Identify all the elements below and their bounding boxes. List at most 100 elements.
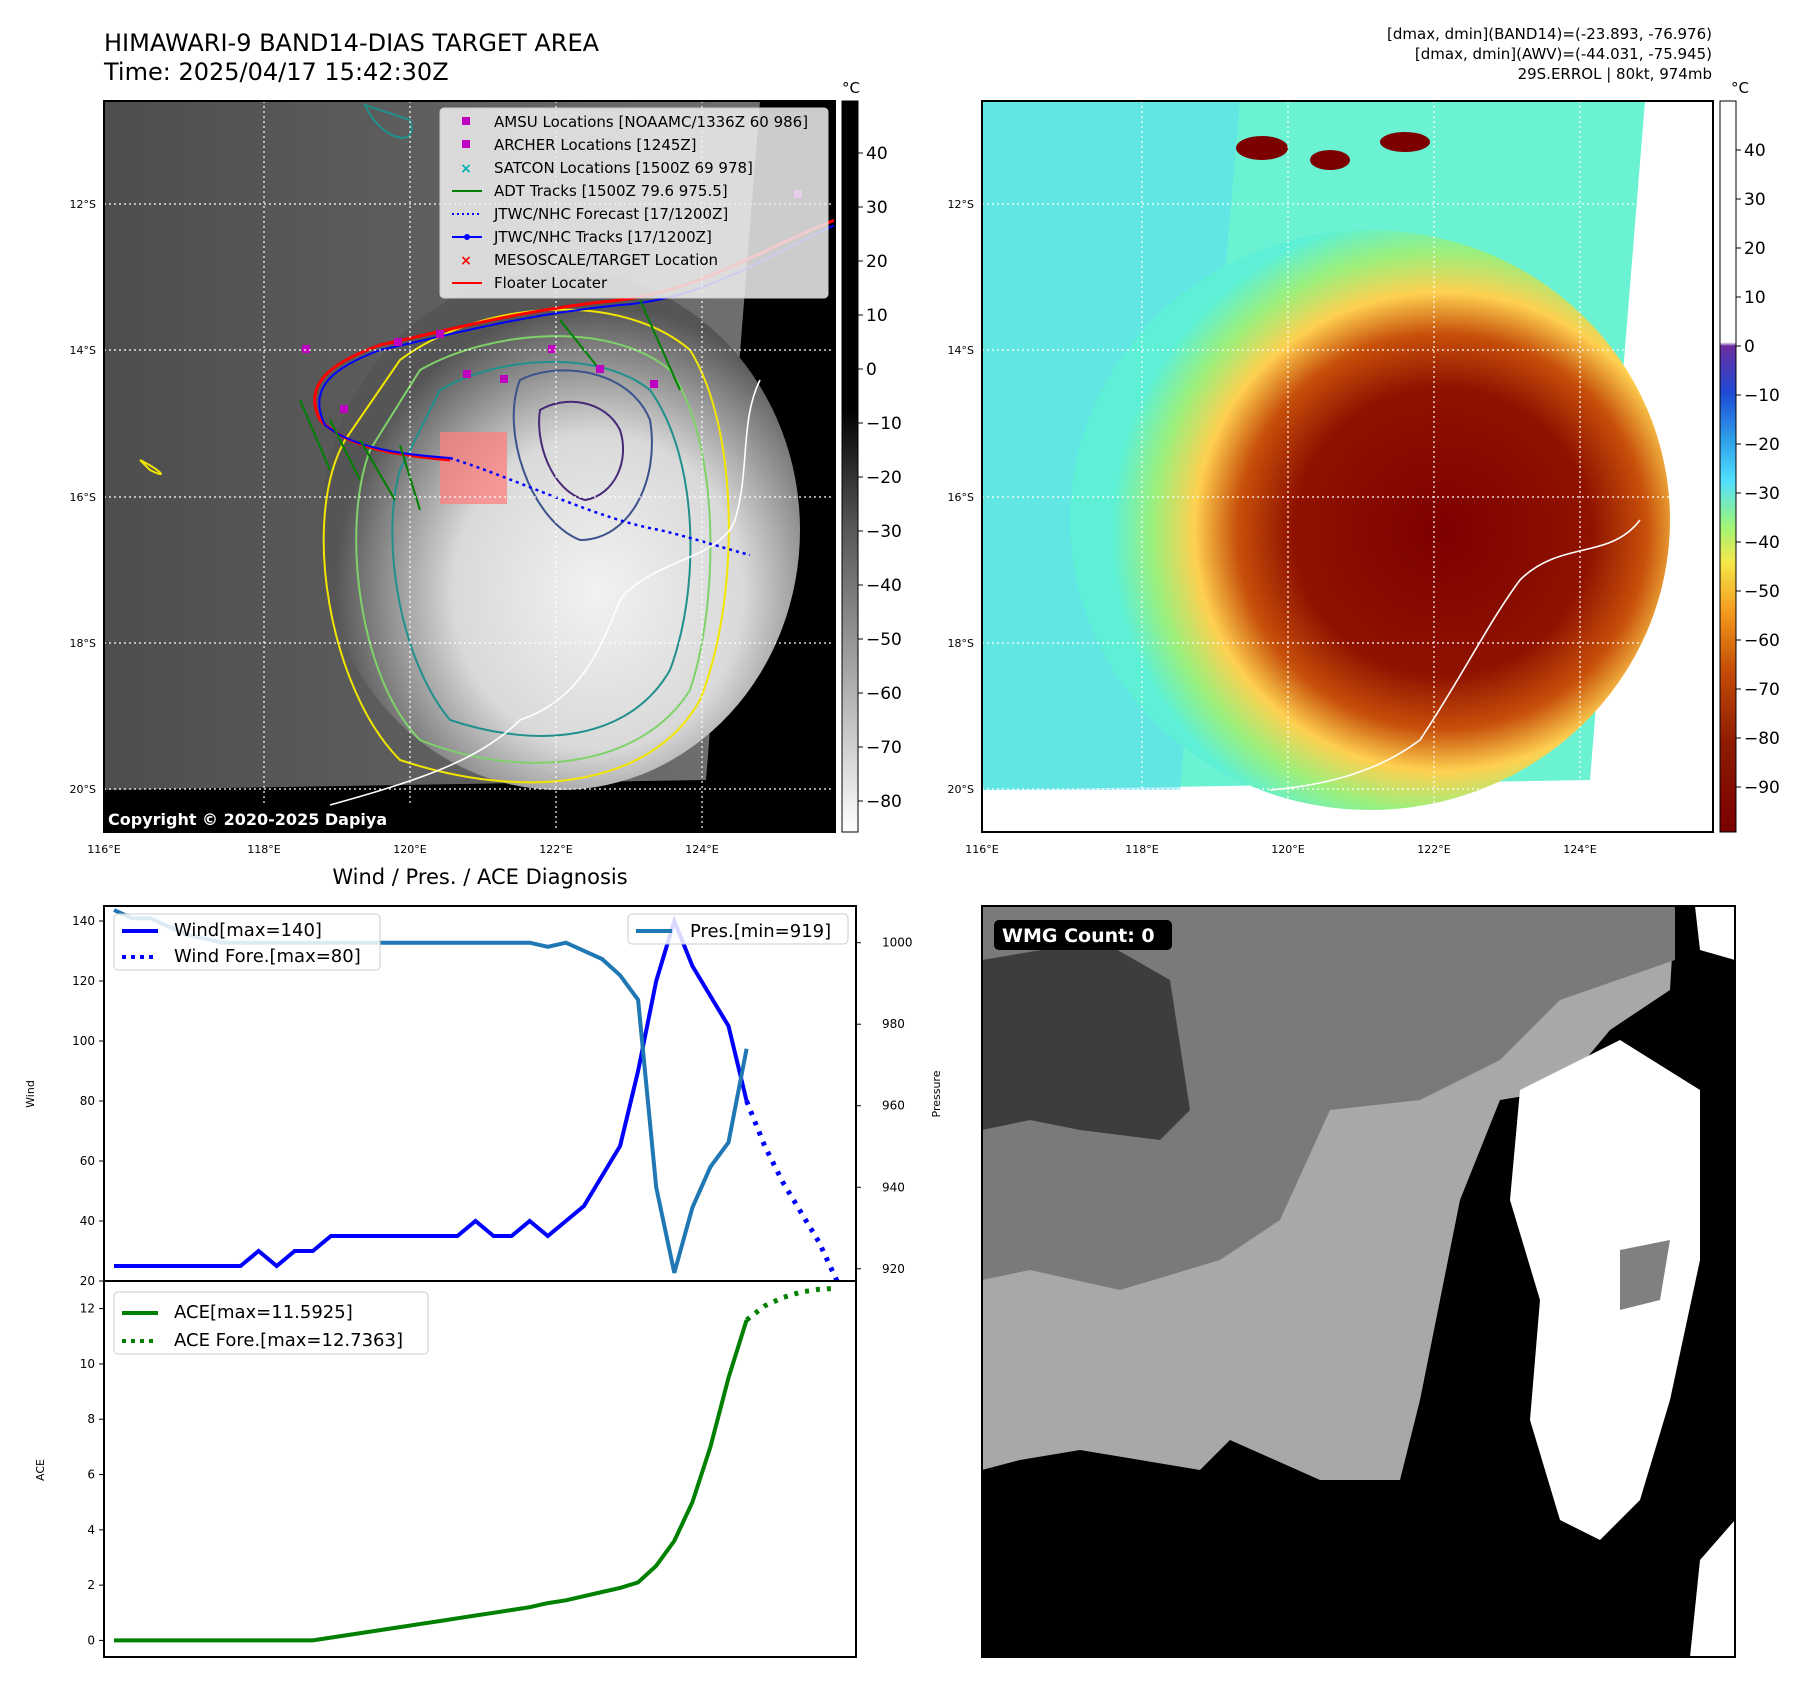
wind-legend-label: Wind Fore.[max=80] bbox=[174, 946, 361, 967]
y-tick-label: 8 bbox=[87, 1412, 95, 1426]
legend-entry-label: Floater Locater bbox=[494, 274, 608, 292]
left-lon-tick-label: 122°E bbox=[539, 843, 572, 856]
wind-legend-label: Wind[max=140] bbox=[174, 920, 322, 941]
left-lat-tick-label: 20°S bbox=[70, 783, 96, 796]
right-colorbar-tick-label: 0 bbox=[1744, 337, 1755, 357]
y-right-tick-label: 960 bbox=[882, 1099, 905, 1113]
right-colorbar-gradient bbox=[1719, 100, 1737, 833]
right-colorbar-ticks: 40 30 20 10 0 −10 −20 −30 −40 −50 −60 −70 −80 −90 bbox=[1736, 141, 1780, 798]
map-axis-ticks: 116°E 116°E 118°E 118°E 120°E 120°E 122°E 122°E… bbox=[70, 198, 1597, 856]
right-lon-tick-label: 122°E bbox=[1417, 843, 1450, 856]
right-lon-tick-label: 120°E bbox=[1271, 843, 1304, 856]
right-map-cold-cells bbox=[1236, 132, 1430, 170]
wmg-frame bbox=[981, 905, 1736, 1658]
map-legend: AMSU Locations [NOAAMC/1336Z 60 986] ARCH… bbox=[439, 107, 829, 299]
left-lon-tick-label: 118°E bbox=[247, 843, 280, 856]
legend-marker: × bbox=[460, 253, 472, 269]
legend-entry-label: ARCHER Locations [1245Z] bbox=[494, 136, 697, 154]
left-colorbar-tick-label: −50 bbox=[866, 630, 902, 650]
jtwc-forecast-track bbox=[449, 456, 751, 557]
y-tick-label: 4 bbox=[87, 1523, 95, 1537]
wmg-count-label: WMG Count: 0 bbox=[1002, 925, 1155, 947]
wind-pressure-chart: Wind Pressure 140 120 100 80 60 40 20 1000 980 96… bbox=[24, 905, 943, 1288]
y-tick-label: 6 bbox=[87, 1468, 95, 1482]
y-right-tick-label: 920 bbox=[882, 1262, 905, 1276]
right-colorbar-tick-label: −40 bbox=[1744, 533, 1780, 553]
ace-chart: ACE 12 10 8 6 4 2 0 ACE[max=11.5925] ACE Fore.[m… bbox=[34, 1280, 857, 1658]
right-colorbar-tick-label: −60 bbox=[1744, 631, 1780, 651]
left-colorbar-unit: °C bbox=[842, 79, 860, 97]
wmg-region-dark bbox=[982, 940, 1190, 1140]
right-colorbar-tick-label: 40 bbox=[1744, 141, 1766, 161]
right-lat-tick-label: 18°S bbox=[948, 637, 974, 650]
y-tick-label: 40 bbox=[80, 1214, 95, 1228]
y-right-tick-label: 980 bbox=[882, 1017, 905, 1031]
left-lon-tick-label: 120°E bbox=[393, 843, 426, 856]
legend-marker-dot bbox=[464, 234, 470, 240]
y-tick-label: 2 bbox=[87, 1578, 95, 1592]
copyright-background bbox=[104, 806, 414, 832]
stat-band14: [dmax, dmin](BAND14)=(-23.893, -76.976) bbox=[1387, 25, 1712, 43]
right-lat-tick-label: 16°S bbox=[948, 491, 974, 504]
right-lon-tick-label: 118°E bbox=[1125, 843, 1158, 856]
legend-marker: × bbox=[460, 161, 472, 177]
left-lon-tick-label: 116°E bbox=[87, 843, 120, 856]
right-lat-tick-label: 20°S bbox=[948, 783, 974, 796]
left-colorbar-tick-label: −20 bbox=[866, 468, 902, 488]
figure-title: HIMAWARI-9 BAND14-DIAS TARGET AREA bbox=[104, 29, 600, 57]
right-colorbar-tick-label: 30 bbox=[1744, 190, 1766, 210]
y-tick-label: 10 bbox=[80, 1357, 95, 1371]
pressure-legend-label: Pres.[min=919] bbox=[690, 921, 831, 942]
right-lon-tick-label: 124°E bbox=[1563, 843, 1596, 856]
legend-entry-label: ADT Tracks [1500Z 79.6 975.5] bbox=[494, 182, 728, 200]
left-map-cloud-shield bbox=[320, 270, 800, 790]
series-line-1 bbox=[744, 1100, 840, 1283]
right-colorbar-unit: °C bbox=[1731, 79, 1749, 97]
y-tick-label: 20 bbox=[80, 1274, 95, 1288]
wmg-panel: WMG Count: 0 bbox=[981, 905, 1736, 1658]
wind-axis-label: Wind bbox=[24, 1080, 37, 1108]
series-line-0 bbox=[114, 914, 749, 1269]
left-map-panel: AMSU Locations [NOAAMC/1336Z 60 986] ARCH… bbox=[103, 100, 836, 833]
ace-legend-label: ACE Fore.[max=12.7363] bbox=[174, 1330, 403, 1351]
pressure-legend-box bbox=[627, 913, 849, 945]
left-colorbar-tick-label: 20 bbox=[866, 252, 888, 272]
right-colorbar-tick-label: −90 bbox=[1744, 778, 1780, 798]
right-colorbar-tick-label: 10 bbox=[1744, 288, 1766, 308]
right-map-coastline bbox=[1269, 519, 1641, 791]
y-right-tick-label: 1000 bbox=[882, 936, 913, 950]
y-tick-label: 140 bbox=[72, 914, 95, 928]
right-colorbar-tick-label: −80 bbox=[1744, 729, 1780, 749]
legend-marker bbox=[462, 140, 470, 148]
left-colorbar-ticks: 40 30 20 10 0 −10 −20 −30 −40 −50 −60 −70 −80 bbox=[858, 144, 902, 812]
y-tick-label: 80 bbox=[80, 1094, 95, 1108]
legend-entry-label: JTWC/NHC Tracks [17/1200Z] bbox=[493, 228, 712, 246]
right-colorbar-tick-label: −20 bbox=[1744, 435, 1780, 455]
diagnosis-title: Wind / Pres. / ACE Diagnosis bbox=[332, 865, 627, 889]
adt-tracks bbox=[299, 299, 681, 511]
ace-legend-box bbox=[113, 1291, 429, 1355]
left-colorbar-gradient bbox=[841, 100, 859, 833]
stat-awv: [dmax, dmin](AWV)=(-44.031, -75.945) bbox=[1415, 45, 1712, 63]
ace-legend-label: ACE[max=11.5925] bbox=[174, 1302, 353, 1323]
right-lon-tick-label: 116°E bbox=[965, 843, 998, 856]
left-colorbar-tick-label: 0 bbox=[866, 360, 877, 380]
wmg-count-badge bbox=[994, 920, 1172, 950]
right-colorbar-tick-label: −70 bbox=[1744, 680, 1780, 700]
wmg-eye-region bbox=[1510, 1040, 1700, 1540]
y-tick-label: 0 bbox=[87, 1633, 95, 1647]
right-map-cloud-shield bbox=[1070, 230, 1670, 810]
left-lat-tick-label: 16°S bbox=[70, 491, 96, 504]
y-tick-label: 120 bbox=[72, 974, 95, 988]
right-map-panel bbox=[981, 100, 1714, 833]
target-box bbox=[440, 432, 507, 504]
wind-legend-box bbox=[113, 913, 381, 971]
left-colorbar-tick-label: −60 bbox=[866, 684, 902, 704]
y-right-tick-label: 940 bbox=[882, 1180, 905, 1194]
left-colorbar-tick-label: −30 bbox=[866, 522, 902, 542]
y-tick-label: 100 bbox=[72, 1034, 95, 1048]
y-tick-label: 60 bbox=[80, 1154, 95, 1168]
left-lon-tick-label: 124°E bbox=[685, 843, 718, 856]
left-colorbar: °C 40 30 20 10 0 −10 −20 −30 −40 −50 −60 −70 −80 bbox=[841, 79, 902, 833]
series-line-0 bbox=[114, 1319, 749, 1643]
